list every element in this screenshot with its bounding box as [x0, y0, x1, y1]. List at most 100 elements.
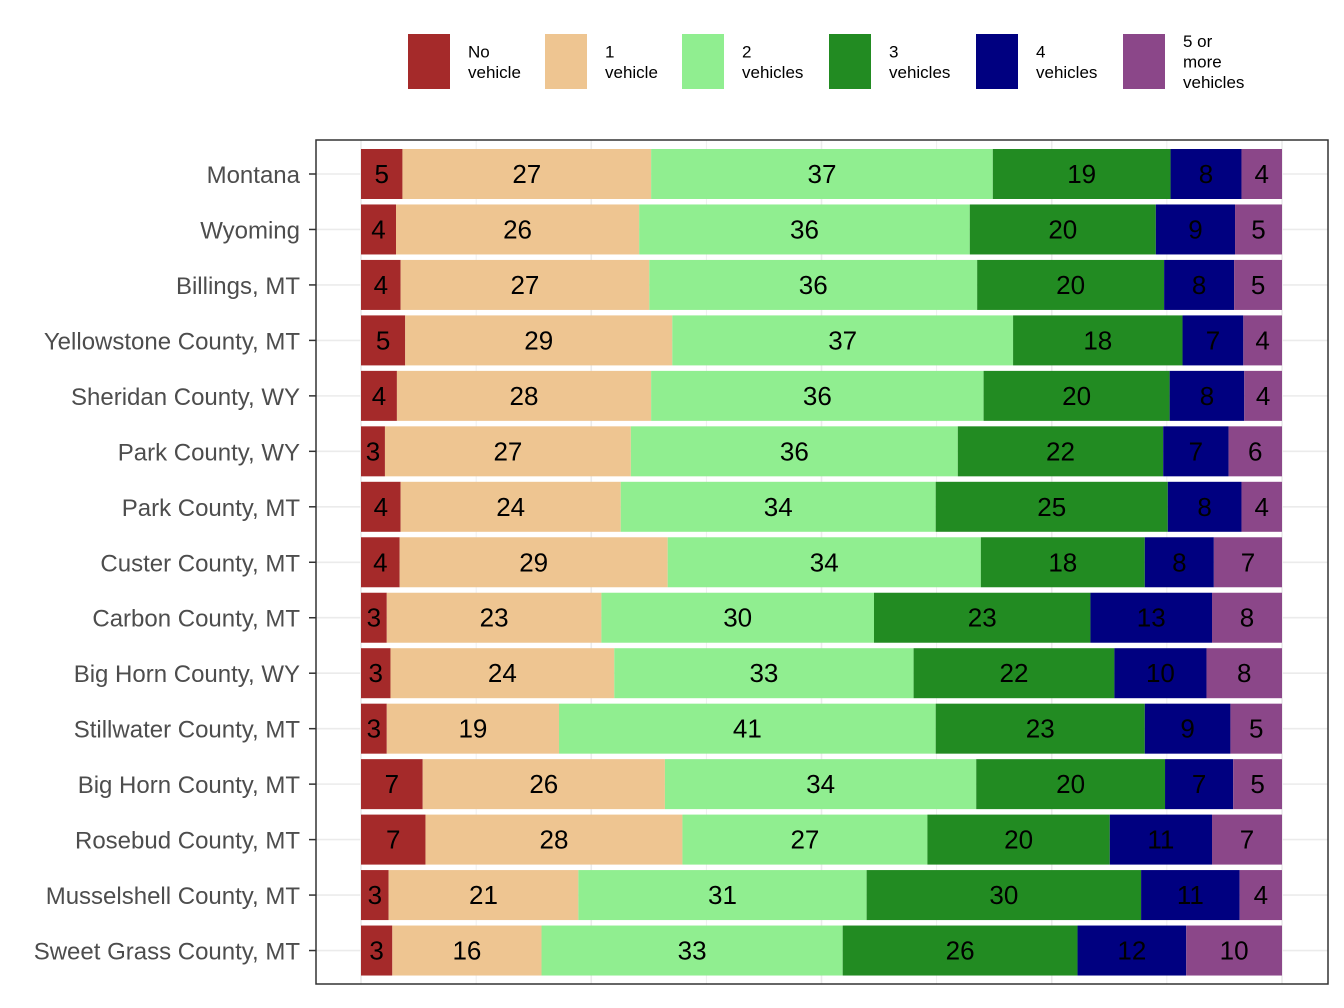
bar-2-vehicles — [672, 315, 1014, 366]
data-label: 34 — [810, 547, 839, 577]
data-label: 37 — [828, 325, 857, 355]
data-label: 20 — [1004, 825, 1033, 855]
data-label: 16 — [452, 936, 481, 966]
legend: No vehicle 1 vehicle 2 vehicles 3 vehicles 4 vehi… — [408, 32, 1244, 92]
data-label: 27 — [512, 159, 541, 189]
bar-3-vehicles — [992, 149, 1171, 199]
bar-2-vehicles — [639, 204, 970, 255]
data-label: 4 — [1255, 159, 1269, 189]
data-label: 27 — [790, 825, 819, 855]
bar-4-vehicles — [1165, 759, 1234, 810]
legend-label: 4 vehicles — [1036, 42, 1097, 82]
data-label: 4 — [371, 214, 385, 244]
data-labels: 5 27 37 19 8 44 26 36 20 9 54 27 36 20 8 55 29 37 18 7 44 28 3… — [366, 159, 1271, 966]
data-label: 22 — [1000, 658, 1029, 688]
bar-2-vehicles — [541, 925, 843, 976]
data-label: 28 — [539, 825, 568, 855]
bar-5-or-more-vehicles — [1230, 703, 1282, 754]
data-label: 4 — [1255, 325, 1269, 355]
bar-1-vehicle — [400, 259, 650, 310]
bar-3-vehicles — [969, 204, 1156, 255]
bar-3-vehicles — [935, 481, 1168, 532]
bar-3-vehicles — [873, 592, 1091, 643]
data-label: 7 — [1206, 325, 1220, 355]
y-tick-label: Billings, MT — [176, 273, 300, 300]
bar-no-vehicle — [361, 648, 391, 699]
legend-swatch — [976, 34, 1018, 89]
bar-no-vehicle — [361, 814, 426, 865]
bar-3-vehicles — [976, 759, 1166, 810]
data-label: 41 — [733, 714, 762, 744]
data-label: 11 — [1177, 880, 1204, 910]
data-label: 9 — [1180, 714, 1194, 744]
data-label: 12 — [1117, 936, 1146, 966]
bar-1-vehicle — [395, 204, 640, 255]
data-label: 6 — [1248, 436, 1262, 466]
bar-1-vehicle — [422, 759, 665, 810]
data-label: 4 — [1256, 381, 1270, 411]
data-label: 26 — [946, 936, 975, 966]
data-label: 30 — [723, 603, 752, 633]
data-label: 34 — [764, 492, 793, 522]
data-label: 36 — [780, 436, 809, 466]
bar-4-vehicles — [1163, 426, 1229, 477]
bar-4-vehicles — [1164, 259, 1235, 310]
bar-1-vehicle — [405, 315, 673, 366]
bar-no-vehicle — [361, 481, 401, 532]
legend-item-5-or-more-vehicles: 5 or more vehicles — [1123, 32, 1244, 92]
legend-label: No vehicle — [468, 42, 521, 82]
bar-4-vehicles — [1167, 481, 1242, 532]
bar-5-or-more-vehicles — [1228, 426, 1282, 477]
bar-3-vehicles — [983, 370, 1170, 421]
data-label: 9 — [1188, 214, 1202, 244]
data-label: 5 — [374, 159, 388, 189]
y-tick-label: Big Horn County, WY — [74, 661, 300, 688]
data-label: 5 — [1251, 214, 1265, 244]
data-label: 7 — [1240, 825, 1254, 855]
bar-5-or-more-vehicles — [1212, 592, 1282, 643]
data-label: 18 — [1083, 325, 1112, 355]
data-label: 4 — [373, 547, 387, 577]
data-label: 7 — [1241, 547, 1255, 577]
bar-5-or-more-vehicles — [1235, 204, 1282, 255]
bar-4-vehicles — [1169, 370, 1245, 421]
bar-3-vehicles — [1013, 315, 1183, 366]
data-label: 36 — [803, 381, 832, 411]
bar-2-vehicles — [649, 259, 978, 310]
bar-5-or-more-vehicles — [1244, 370, 1282, 421]
data-label: 23 — [1026, 714, 1055, 744]
data-label: 5 — [1249, 714, 1263, 744]
y-tick-label: Yellowstone County, MT — [44, 328, 300, 355]
legend-swatch — [682, 34, 724, 89]
data-label: 7 — [386, 825, 400, 855]
data-label: 3 — [369, 658, 383, 688]
data-label: 3 — [367, 603, 381, 633]
y-axis: Montana Wyoming Billings, MT Yellowstone Co… — [34, 162, 316, 966]
y-tick-label: Montana — [207, 162, 301, 189]
y-tick-label: Custer County, MT — [100, 550, 300, 577]
data-label: 8 — [1197, 492, 1211, 522]
bar-no-vehicle — [361, 759, 423, 810]
bar-4-vehicles — [1077, 925, 1187, 976]
bar-4-vehicles — [1144, 703, 1231, 754]
data-label: 4 — [374, 270, 388, 300]
data-label: 28 — [510, 381, 539, 411]
bar-1-vehicle — [396, 370, 652, 421]
bars — [361, 149, 1282, 976]
bar-no-vehicle — [361, 870, 389, 921]
data-label: 22 — [1046, 436, 1075, 466]
data-label: 27 — [510, 270, 539, 300]
data-label: 26 — [503, 214, 532, 244]
data-label: 20 — [1048, 214, 1077, 244]
data-label: 4 — [1254, 880, 1268, 910]
bar-no-vehicle — [361, 370, 397, 421]
y-tick-label: Sheridan County, WY — [71, 384, 300, 411]
data-label: 10 — [1220, 936, 1249, 966]
legend-item-no-vehicle: No vehicle — [408, 34, 521, 89]
data-label: 24 — [496, 492, 525, 522]
bar-5-or-more-vehicles — [1233, 759, 1282, 810]
bar-no-vehicle — [361, 315, 406, 366]
data-label: 19 — [458, 714, 487, 744]
y-tick-label: Park County, WY — [118, 439, 300, 466]
bar-5-or-more-vehicles — [1213, 537, 1282, 588]
